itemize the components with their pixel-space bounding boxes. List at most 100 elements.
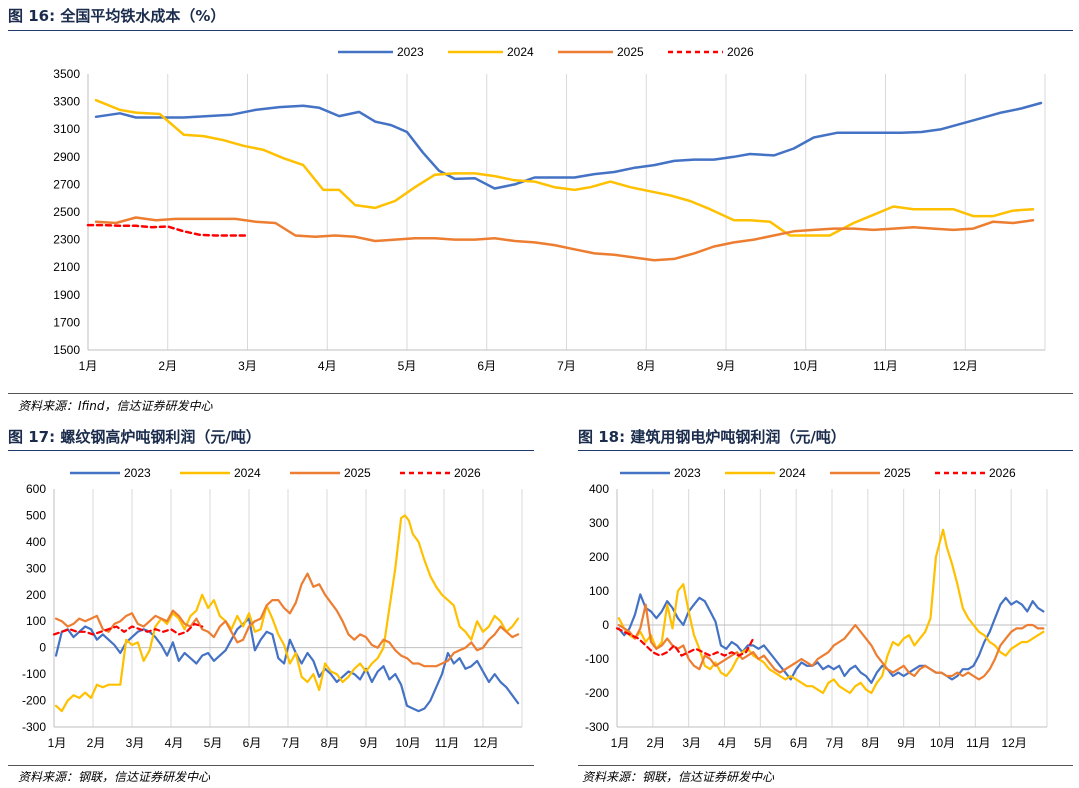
fig18-month-label: 2月 [646,736,665,750]
fig18-legend-2024-label: 2024 [779,466,806,480]
fig17-y-tick-label: -300 [22,720,46,734]
fig17-month-label: 6月 [243,736,262,750]
fig18-month-label: 5月 [754,736,773,750]
fig16-legend-2024-label: 2024 [507,45,534,59]
fig16-month-label: 2月 [158,359,177,373]
fig17-series-2026-line [52,622,204,636]
fig17-series-2024-line [54,514,520,713]
figure-16-source-rule [8,393,1073,394]
fig17-legend-2026-label: 2026 [454,466,481,480]
fig16-y-tick-label: 2100 [53,260,80,274]
fig18-month-label: 10月 [930,736,955,750]
fig16-month-label: 3月 [238,359,257,373]
fig16-month-label: 10月 [793,359,818,373]
fig18-series-2023-line [617,593,1045,684]
fig18-month-label: 4月 [718,736,737,750]
fig18-legend-2025-label: 2025 [884,466,911,480]
fig16-legend-2025-label: 2025 [617,45,644,59]
fig17-month-label: 2月 [87,736,106,750]
fig17-y-tick-label: 0 [39,641,46,655]
fig16-y-tick-label: 1500 [53,343,80,357]
fig16-y-tick-label: 2900 [53,150,80,164]
figure-18-title-rule [578,450,1073,451]
fig16-month-label: 12月 [953,359,978,373]
fig16-series-2024-line [94,98,1035,237]
fig16-month-label: 9月 [717,359,736,373]
fig18-y-tick-label: 300 [589,516,609,530]
fig18-series-2026-line [615,627,755,657]
fig17-y-tick-label: 300 [26,561,46,575]
fig16-y-tick-label: 2500 [53,205,80,219]
fig17-month-label: 10月 [395,736,420,750]
fig16-y-tick-label: 3500 [53,67,80,81]
fig16-y-tick-label: 3100 [53,122,80,136]
fig18-y-tick-label: -300 [585,720,609,734]
fig17-month-label: 5月 [204,736,223,750]
fig17-y-tick-label: 500 [26,508,46,522]
fig18-month-label: 12月 [1001,736,1026,750]
figure-16-title-rule [8,30,1073,31]
fig18-y-tick-label: -200 [585,686,609,700]
fig16-y-tick-label: 2300 [53,233,80,247]
fig16-legend-2026-label: 2026 [727,45,754,59]
fig18-y-tick-label: 400 [589,482,609,496]
figure-18-source: 资料来源：钢联，信达证券研发中心 [582,770,775,784]
fig16-y-tick-label: 1700 [53,315,80,329]
fig16-series-2023-line [94,101,1043,190]
figure-17-source: 资料来源：钢联，信达证券研发中心 [18,770,211,784]
fig16-series-2026-line [86,223,249,237]
fig16-y-tick-label: 3300 [53,95,80,109]
fig16-month-label: 7月 [557,359,576,373]
fig17-y-tick-label: -100 [22,667,46,681]
fig17-month-label: 11月 [435,736,459,750]
fig16-series-2025-line [94,216,1035,262]
fig16-month-label: 4月 [318,359,337,373]
fig17-legend-2023-label: 2023 [124,466,151,480]
fig17-y-tick-label: 100 [26,614,46,628]
fig17-y-tick-label: 600 [26,482,46,496]
fig17-y-tick-label: -200 [22,694,46,708]
fig16-month-label: 11月 [873,359,897,373]
figure-16-source: 资料来源：Ifind，信达证券研发中心 [18,399,213,413]
fig17-month-label: 4月 [165,736,184,750]
fig18-month-label: 7月 [826,736,845,750]
fig16-legend-2023-label: 2023 [397,45,424,59]
fig16-y-tick-label: 1900 [53,288,80,302]
fig17-month-label: 12月 [473,736,498,750]
fig17-month-label: 3月 [126,736,145,750]
fig17-y-tick-label: 200 [26,588,46,602]
fig18-legend-2023-label: 2023 [674,466,701,480]
fig18-legend-2026-label: 2026 [989,466,1016,480]
figure-17-source-rule [8,765,534,766]
fig17-month-label: 1月 [48,736,67,750]
fig16-month-label: 8月 [637,359,656,373]
figure-17-title: 图 17: 螺纹钢高炉吨钢利润（元/吨） [8,428,261,446]
fig18-y-tick-label: 200 [589,550,609,564]
fig16-y-tick-label: 2700 [53,177,80,191]
fig18-series-2025-line [617,603,1045,681]
fig17-series-2023-line [54,617,520,713]
fig18-month-label: 3月 [682,736,701,750]
fig18-month-label: 6月 [790,736,809,750]
fig16-month-label: 5月 [398,359,417,373]
fig16-month-label: 1月 [79,359,98,373]
fig18-y-tick-label: 0 [602,618,609,632]
fig18-series-2024-line [617,528,1045,695]
fig16-month-label: 6月 [477,359,496,373]
fig17-legend-2025-label: 2025 [344,466,371,480]
figure-17-title-rule [8,450,534,451]
figure-18-title: 图 18: 建筑用钢电炉吨钢利润（元/吨） [578,428,846,446]
figure-16-title: 图 16: 全国平均铁水成本（%） [8,7,226,25]
fig18-month-label: 11月 [966,736,990,750]
fig17-month-label: 7月 [282,736,301,750]
fig18-month-label: 8月 [861,736,880,750]
fig17-series-2025-line [54,572,520,668]
fig18-y-tick-label: 100 [589,584,609,598]
fig18-y-tick-label: -100 [585,652,609,666]
fig17-month-label: 8月 [321,736,340,750]
fig17-month-label: 9月 [360,736,379,750]
figure-18-source-rule [578,765,1073,766]
fig17-y-tick-label: 400 [26,535,46,549]
fig18-month-label: 9月 [897,736,916,750]
